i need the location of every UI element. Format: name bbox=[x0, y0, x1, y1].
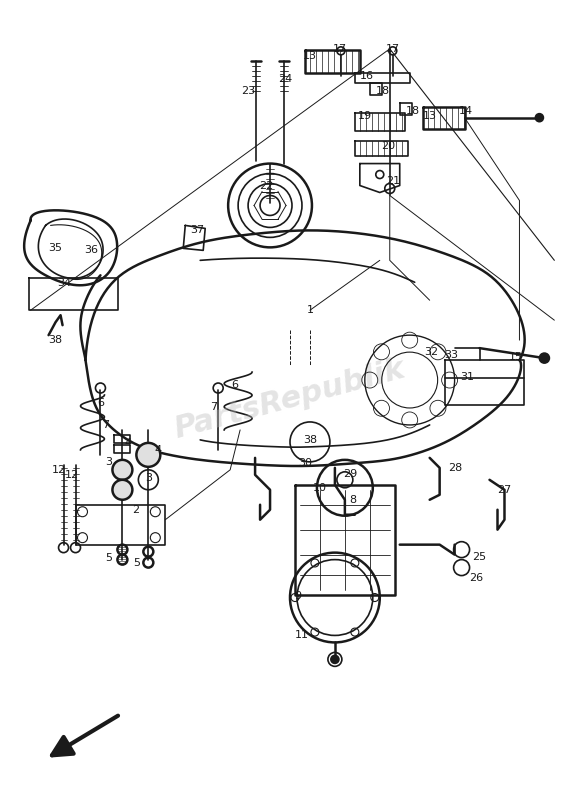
Text: 37: 37 bbox=[190, 225, 204, 236]
Text: 23: 23 bbox=[241, 85, 255, 96]
Text: 2: 2 bbox=[132, 505, 139, 515]
Text: 13: 13 bbox=[303, 51, 317, 61]
Circle shape bbox=[112, 460, 133, 480]
Text: 34: 34 bbox=[57, 278, 72, 288]
Text: 29: 29 bbox=[343, 469, 357, 479]
Text: 7: 7 bbox=[210, 402, 217, 412]
Text: 6: 6 bbox=[97, 398, 104, 408]
Text: 8: 8 bbox=[349, 495, 357, 505]
Text: 5: 5 bbox=[105, 553, 112, 562]
Text: 13: 13 bbox=[423, 111, 437, 121]
Text: 5: 5 bbox=[133, 558, 140, 567]
Text: 15: 15 bbox=[508, 352, 522, 362]
Text: 27: 27 bbox=[497, 485, 512, 495]
Text: 18: 18 bbox=[376, 85, 390, 96]
Text: 7: 7 bbox=[102, 420, 109, 430]
Text: 9: 9 bbox=[294, 590, 302, 601]
Text: 28: 28 bbox=[449, 463, 463, 473]
Circle shape bbox=[112, 480, 133, 499]
Text: 35: 35 bbox=[49, 244, 63, 253]
Text: 22: 22 bbox=[259, 181, 273, 190]
Circle shape bbox=[137, 443, 160, 467]
Text: 32: 32 bbox=[424, 347, 439, 357]
Text: 14: 14 bbox=[459, 105, 472, 116]
Text: 1: 1 bbox=[306, 305, 313, 316]
Text: 4: 4 bbox=[125, 438, 132, 448]
Circle shape bbox=[540, 353, 549, 363]
Text: 12: 12 bbox=[64, 470, 79, 480]
Text: 38: 38 bbox=[303, 435, 317, 445]
Text: 30: 30 bbox=[298, 458, 312, 468]
Text: 20: 20 bbox=[381, 141, 395, 150]
Text: 36: 36 bbox=[85, 245, 98, 256]
Text: 3: 3 bbox=[105, 457, 112, 467]
Text: 26: 26 bbox=[470, 573, 483, 582]
Text: 33: 33 bbox=[445, 350, 459, 360]
Circle shape bbox=[536, 113, 543, 121]
Text: 3: 3 bbox=[145, 473, 152, 483]
Text: 4: 4 bbox=[155, 445, 162, 455]
Text: 21: 21 bbox=[386, 176, 400, 185]
Text: 38: 38 bbox=[49, 335, 63, 345]
Text: 12: 12 bbox=[52, 465, 65, 475]
Text: 17: 17 bbox=[386, 44, 400, 54]
Text: 25: 25 bbox=[472, 551, 486, 562]
Text: 31: 31 bbox=[460, 372, 475, 382]
Text: 18: 18 bbox=[406, 105, 420, 116]
Text: PartsRepublik: PartsRepublik bbox=[171, 355, 408, 444]
Text: 16: 16 bbox=[360, 71, 374, 81]
Text: 24: 24 bbox=[278, 74, 292, 84]
Text: 10: 10 bbox=[313, 483, 327, 493]
Text: 6: 6 bbox=[232, 380, 239, 390]
Text: 19: 19 bbox=[358, 111, 372, 121]
Circle shape bbox=[331, 655, 339, 663]
Text: 11: 11 bbox=[295, 630, 309, 641]
Text: 17: 17 bbox=[333, 44, 347, 54]
